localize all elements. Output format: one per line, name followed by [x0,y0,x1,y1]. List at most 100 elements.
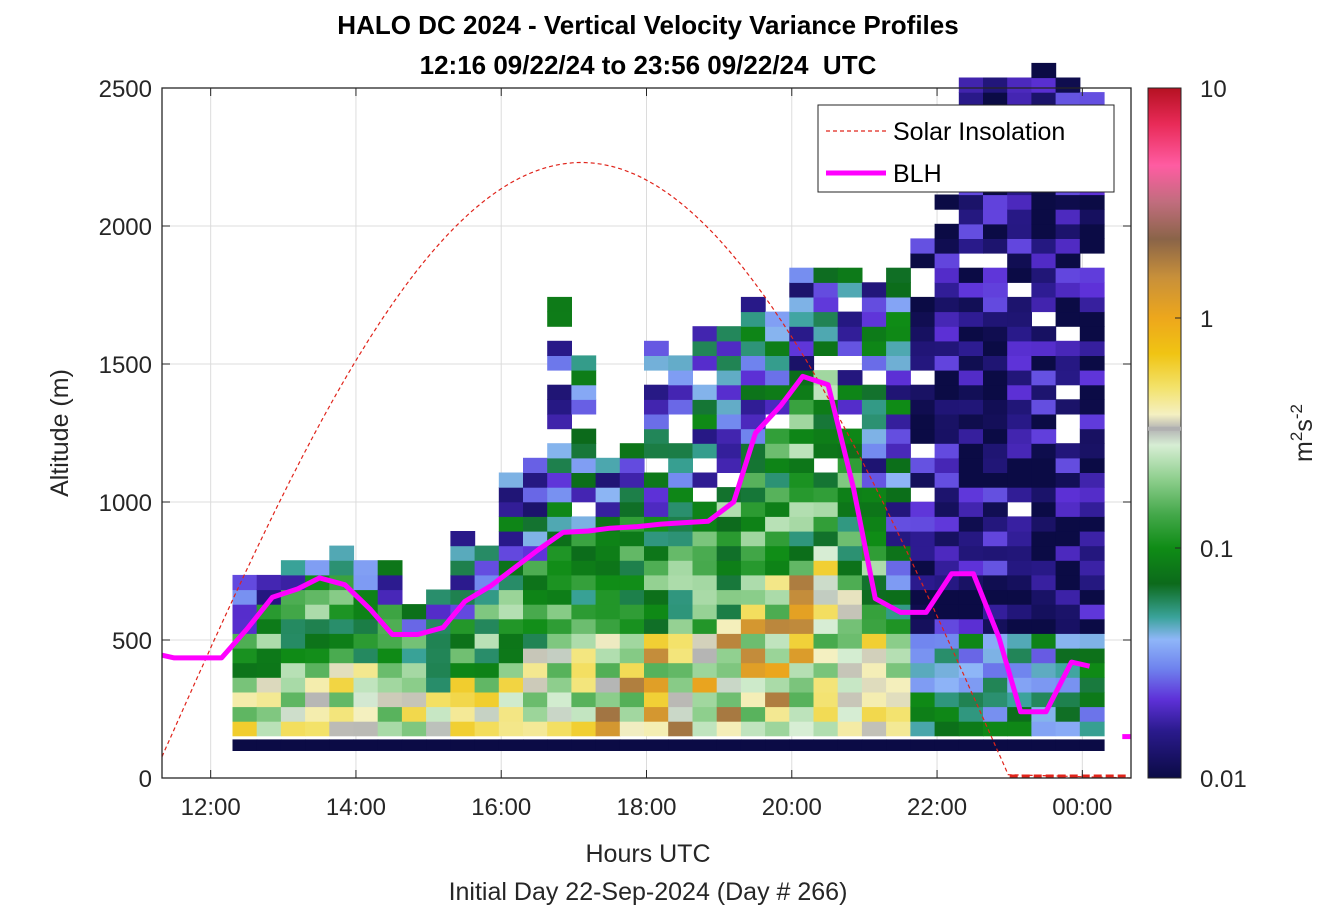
heatmap-cell [1055,604,1081,620]
heatmap-cell [740,721,766,737]
heatmap-cell [305,589,330,605]
heatmap-cell [329,589,355,605]
heatmap-cell [1079,296,1105,313]
heatmap-cell [1007,472,1032,488]
heatmap-cell [644,355,669,371]
heatmap-cell [474,739,500,751]
heatmap-cell [861,531,887,547]
heatmap-cell [1007,384,1032,400]
heatmap-cell [765,472,790,488]
heatmap-cell [886,574,911,591]
heatmap-cell [765,618,790,634]
heatmap-cell [837,516,863,532]
heatmap-cell [426,589,451,605]
heatmap-cell [1079,516,1105,532]
heatmap-cell [958,370,984,386]
heatmap-cell [716,662,742,678]
heatmap-cell [837,739,863,751]
heatmap-cell [886,545,911,561]
heatmap-cell [983,296,1008,313]
heatmap-cell [740,501,766,517]
heatmap-cell [1079,648,1105,664]
heatmap-cell [837,662,863,678]
heatmap-cell [1055,545,1081,561]
heatmap-cell [1079,428,1105,444]
heatmap-cell [498,739,524,751]
heatmap-cell [571,721,597,737]
blh-line [161,373,1091,715]
heatmap-cell [789,311,815,327]
heatmap-cell [910,253,936,269]
heatmap-cell [910,589,936,605]
heatmap-cell [571,618,597,634]
heatmap-cell [523,604,548,620]
heatmap-cell [861,721,887,737]
heatmap-cell [668,677,693,693]
heatmap-cell [644,648,669,664]
heatmap-cell [716,574,742,591]
heatmap-cell [910,545,936,561]
x-tick-label: 00:00 [1052,794,1112,821]
heatmap-cell [1079,355,1105,371]
heatmap-cell [571,531,597,547]
heatmap-cell [523,648,548,664]
heatmap-cell [1055,487,1081,503]
heatmap-cell [498,487,524,503]
x-tick-label: 14:00 [326,794,386,821]
heatmap-cell [837,560,863,576]
solar-insolation-line [161,161,1132,779]
heatmap-cell [983,355,1008,371]
colorbar-marker [1148,426,1181,431]
heatmap-cell [983,399,1008,415]
heatmap-cell [256,618,282,634]
heatmap-cell [837,618,863,634]
heatmap-cell [256,706,282,722]
heatmap-cell [934,399,960,415]
heatmap-cell [1007,560,1032,576]
heatmap-cell [377,633,403,649]
heatmap-cell [571,384,597,400]
heatmap-cell [1031,472,1057,488]
x-tick-label: 20:00 [762,794,822,821]
colorbar-ticks: 0.01 0.1 1 10 [1148,76,1247,793]
heatmap-cell [1055,296,1081,313]
heatmap-cell [450,739,476,751]
heatmap-cell [837,648,863,664]
heatmap-cell [644,589,669,605]
heatmap-cell [523,691,548,708]
heatmap-cell [1007,77,1032,93]
heatmap-cell [571,648,597,664]
heatmap-cell [813,516,839,532]
heatmap-cell [668,545,693,561]
heatmap-cell [813,545,839,561]
heatmap-cell [280,662,306,678]
heatmap-cell [861,633,887,649]
heatmap-cell [934,501,960,517]
heatmap-cell [1055,253,1081,269]
heatmap-cell [353,691,379,708]
heatmap-cell [498,574,524,591]
heatmap-cell [571,589,597,605]
heatmap-cell [983,706,1008,722]
heatmap-cell [1007,648,1032,664]
heatmap-cell [958,384,984,400]
heatmap-cell [1079,399,1105,415]
heatmap-cell [1031,531,1057,547]
heatmap-cell [1079,677,1105,693]
heatmap-cell [644,545,669,561]
heatmap-cell [1055,370,1081,386]
heatmap-cell [1055,399,1081,415]
heatmap-cell [619,443,645,459]
heatmap-cell [1055,340,1081,356]
heatmap-cell [861,618,887,634]
heatmap-cell [1031,384,1057,400]
heatmap-cell [474,691,500,708]
heatmap-cell [1079,370,1105,386]
heatmap-cell [305,677,330,693]
heatmap-cell [934,223,960,239]
heatmap-cell [377,604,403,620]
heatmap-cell [547,296,572,313]
heatmap-cell [595,574,621,591]
heatmap-cell [910,691,936,708]
heatmap-cell [837,531,863,547]
